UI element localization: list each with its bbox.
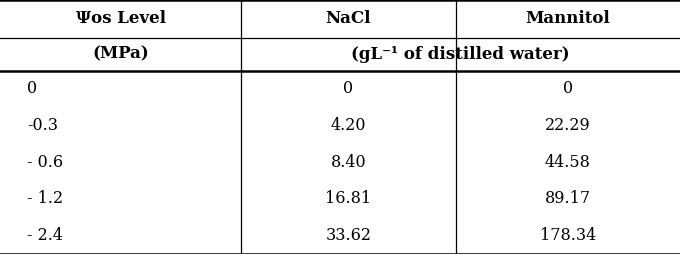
Text: 44.58: 44.58 [545,154,591,171]
Text: Mannitol: Mannitol [526,10,610,27]
Text: 22.29: 22.29 [545,117,591,134]
Text: -0.3: -0.3 [27,117,58,134]
Text: 178.34: 178.34 [540,227,596,244]
Text: 89.17: 89.17 [545,190,591,208]
Text: - 1.2: - 1.2 [27,190,63,208]
Text: (gL⁻¹ of distilled water): (gL⁻¹ of distilled water) [352,46,570,62]
Text: 4.20: 4.20 [330,117,367,134]
Text: - 2.4: - 2.4 [27,227,63,244]
Text: 0: 0 [27,81,37,98]
Text: 16.81: 16.81 [326,190,371,208]
Text: NaCl: NaCl [326,10,371,27]
Text: Ψos Level: Ψos Level [75,10,166,27]
Text: 0: 0 [563,81,573,98]
Text: - 0.6: - 0.6 [27,154,63,171]
Text: (MPa): (MPa) [92,46,149,62]
Text: 0: 0 [343,81,354,98]
Text: 33.62: 33.62 [326,227,371,244]
Text: 8.40: 8.40 [330,154,367,171]
